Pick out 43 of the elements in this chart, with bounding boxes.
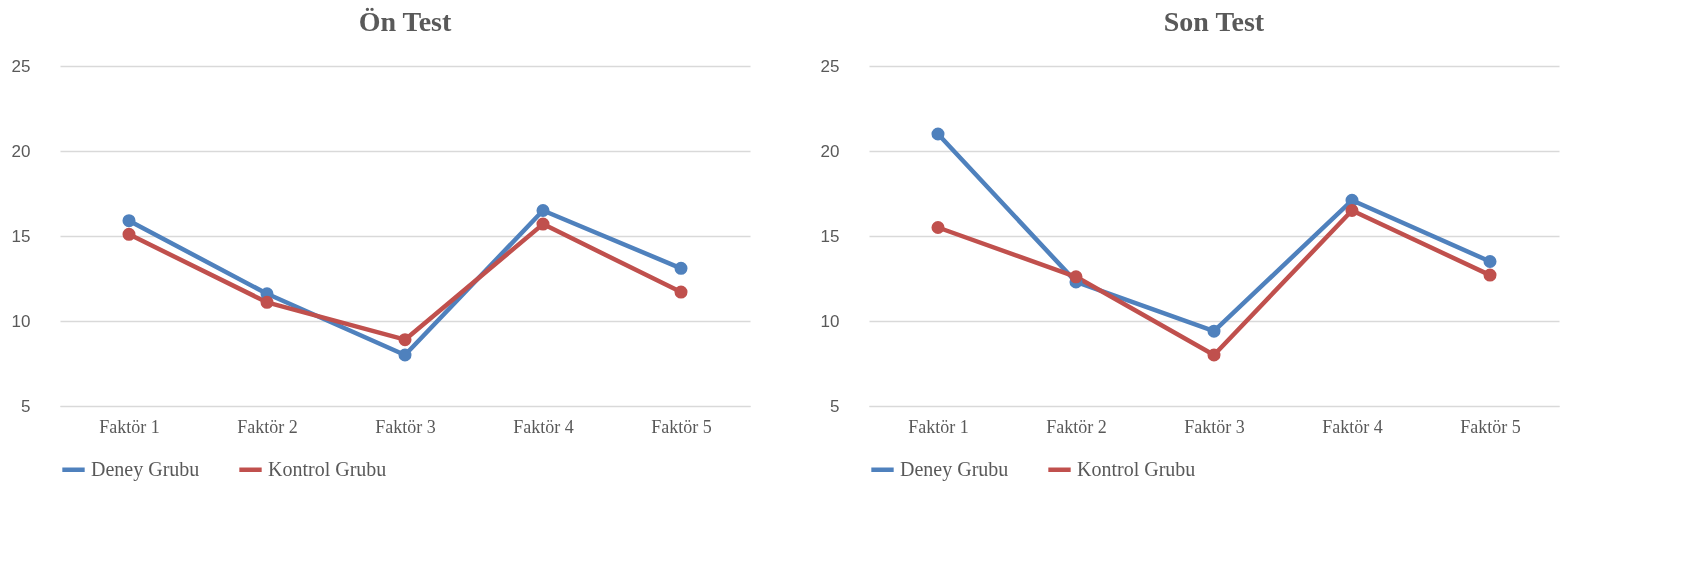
point — [122, 227, 136, 241]
x-tick-label: Faktör 3 — [375, 416, 436, 437]
point — [1207, 324, 1221, 338]
point — [260, 295, 274, 309]
point — [1069, 270, 1083, 284]
x-tick-label: Faktör 5 — [1460, 416, 1521, 437]
point — [536, 217, 550, 231]
y-tick-label: 10 — [820, 311, 840, 331]
point — [1207, 348, 1221, 362]
y-tick-label: 20 — [820, 141, 840, 161]
y-tick-label: 25 — [820, 56, 840, 76]
legend-label: Deney Grubu — [91, 457, 200, 481]
y-tick-label: 10 — [11, 311, 31, 331]
point — [674, 261, 688, 275]
chart-title: Ön Test — [358, 6, 452, 37]
point — [398, 348, 412, 362]
point — [1345, 203, 1359, 218]
point — [122, 214, 136, 228]
point — [1483, 254, 1497, 269]
point — [931, 127, 945, 141]
legend-label: Kontrol Grubu — [268, 457, 387, 480]
x-tick-label: Faktör 2 — [237, 416, 298, 437]
x-tick-label: Faktör 5 — [651, 416, 712, 437]
y-tick-label: 5 — [830, 396, 840, 416]
x-tick-label: Faktör 1 — [908, 416, 969, 437]
point — [536, 203, 550, 218]
legend-label: Deney Grubu — [900, 457, 1009, 481]
x-tick-label: Faktör 2 — [1046, 416, 1107, 437]
chart-title: Son Test — [1163, 6, 1265, 37]
point — [674, 285, 688, 299]
x-tick-label: Faktör 4 — [513, 416, 574, 437]
y-tick-label: 5 — [21, 396, 31, 416]
point — [398, 333, 412, 347]
legend-label: Kontrol Grubu — [1077, 457, 1196, 480]
x-tick-label: Faktör 4 — [1322, 416, 1383, 437]
point — [931, 220, 945, 235]
y-tick-label: 15 — [11, 226, 31, 246]
y-tick-label: 20 — [11, 141, 31, 161]
y-tick-label: 15 — [820, 226, 840, 246]
y-tick-label: 25 — [11, 56, 31, 76]
point — [1483, 268, 1497, 282]
x-tick-label: Faktör 3 — [1184, 416, 1245, 437]
x-tick-label: Faktör 1 — [99, 416, 160, 437]
